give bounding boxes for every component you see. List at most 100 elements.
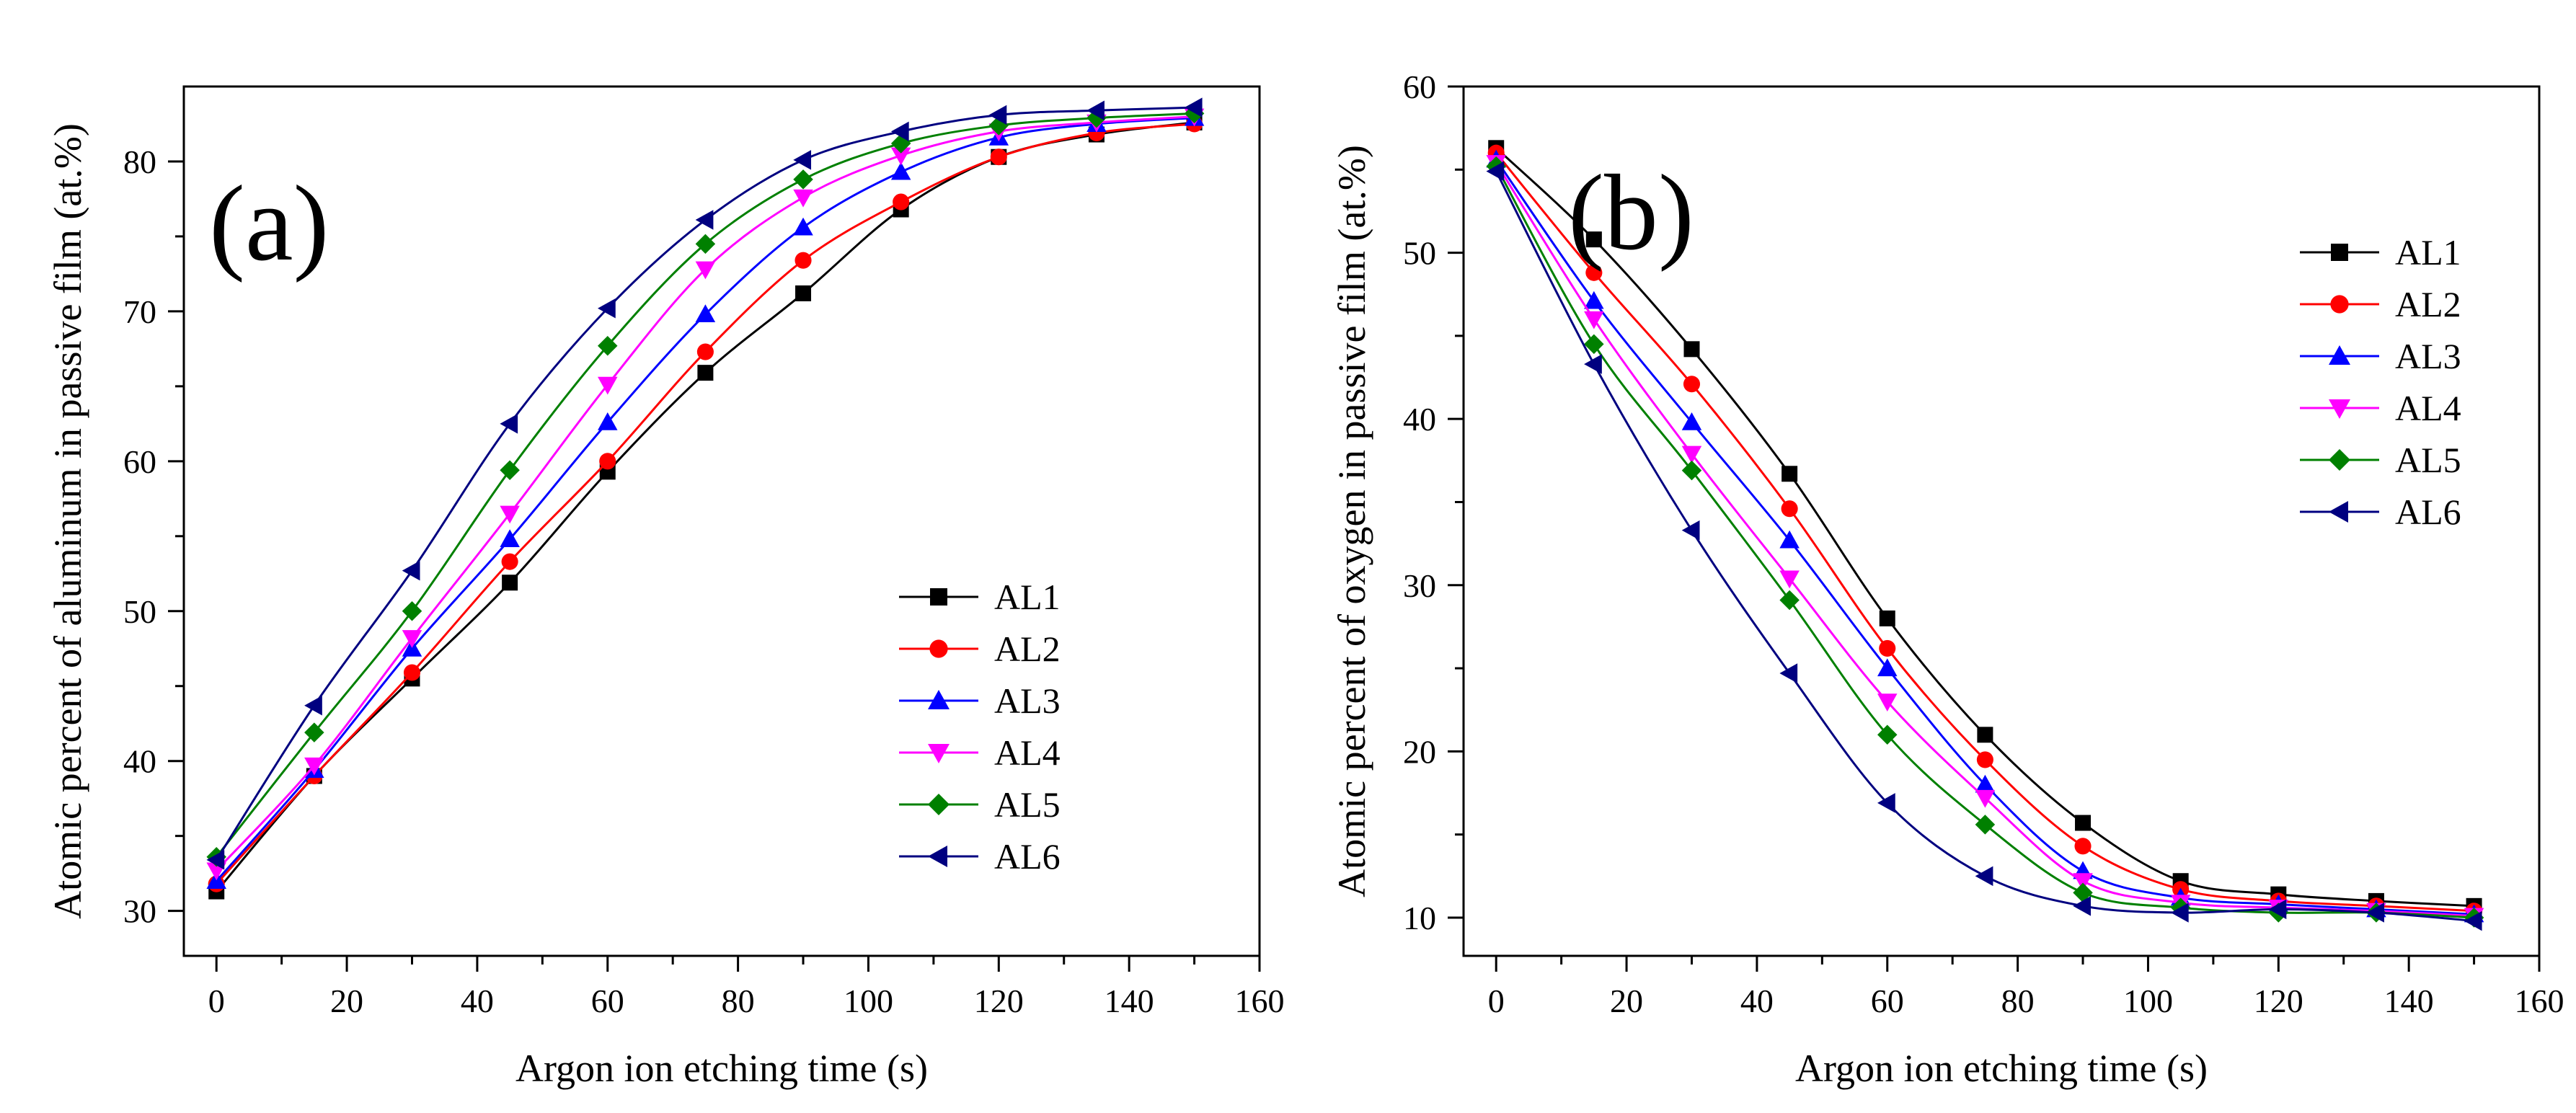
legend-label: AL5 — [994, 784, 1061, 825]
x-axis-ticks: 0 20 40 60 80 100 120 140 160 — [208, 956, 1285, 1019]
data-point — [793, 189, 813, 208]
legend-item-al6: AL6 — [2300, 492, 2461, 532]
legend-label: AL2 — [994, 629, 1061, 669]
y-tick-label: 60 — [1403, 68, 1436, 105]
data-point — [402, 601, 422, 621]
data-point — [890, 147, 911, 166]
y-tick-label: 30 — [123, 893, 156, 930]
legend-item-al3: AL3 — [899, 680, 1061, 721]
series-al2 — [208, 115, 1203, 892]
data-point — [1584, 354, 1602, 374]
data-point — [1584, 311, 1604, 329]
data-point — [793, 169, 813, 190]
data-point — [500, 414, 518, 434]
x-tick-label: 80 — [2001, 983, 2035, 1019]
data-point — [890, 121, 909, 142]
data-point — [695, 210, 714, 230]
data-point — [2170, 903, 2189, 923]
legend-label: AL6 — [2395, 492, 2461, 532]
legend-marker — [2329, 501, 2348, 523]
data-point — [793, 150, 812, 170]
x-tick-label: 140 — [2384, 983, 2434, 1019]
data-point — [1879, 639, 1896, 657]
legend-marker — [928, 846, 947, 867]
plot-frame — [182, 85, 1261, 957]
legend-label: AL5 — [2395, 440, 2461, 480]
data-point — [2074, 838, 2092, 855]
data-point — [1977, 727, 1993, 743]
data-point — [598, 412, 618, 430]
data-point — [1781, 500, 1798, 518]
chart-panel-b: 0 20 40 60 80 100 120 140 160 10 20 30 40 50 60 (b) A… — [1330, 68, 2564, 1090]
legend-marker — [2330, 295, 2349, 314]
legend-item-al2: AL2 — [899, 629, 1061, 669]
panel-label: (b) — [1568, 153, 1694, 272]
x-tick-label: 40 — [1740, 983, 1774, 1019]
x-axis-ticks: 0 20 40 60 80 100 120 140 160 — [1488, 956, 2564, 1019]
legend-item-al4: AL4 — [899, 732, 1061, 773]
data-point — [890, 161, 911, 180]
legend-item-al2: AL2 — [2300, 284, 2461, 324]
x-tick-label: 60 — [591, 983, 624, 1019]
data-point — [500, 529, 520, 547]
legend-label: AL1 — [2395, 232, 2461, 272]
data-point — [2366, 903, 2384, 923]
legend-label: AL1 — [994, 577, 1061, 617]
data-point — [1779, 590, 1800, 611]
data-point — [1584, 291, 1604, 309]
x-tick-label: 0 — [208, 983, 225, 1019]
legend-marker — [2329, 345, 2350, 365]
series-layer — [206, 97, 1205, 900]
legend-item-al6: AL6 — [899, 836, 1061, 877]
legend: AL1 AL2 AL3 AL4 AL5 AL6 — [899, 577, 1061, 877]
data-point — [1781, 466, 1798, 482]
legend-marker — [930, 588, 947, 606]
y-tick-label: 20 — [1403, 733, 1436, 770]
data-point — [990, 148, 1007, 166]
legend-marker — [928, 794, 950, 815]
y-tick-label: 60 — [123, 443, 156, 480]
x-tick-label: 40 — [461, 983, 494, 1019]
legend-label: AL4 — [2395, 388, 2461, 428]
series-al6 — [206, 97, 1203, 870]
data-point — [1879, 610, 1895, 626]
y-axis-title: Atomic percent of oxygen in passive film… — [1330, 145, 1373, 897]
x-tick-label: 100 — [2123, 983, 2173, 1019]
data-point — [1585, 264, 1603, 281]
data-point — [1975, 815, 1996, 835]
y-axis-ticks: 10 20 30 40 50 60 — [1403, 68, 1464, 936]
data-point — [1681, 445, 1702, 464]
y-tick-label: 50 — [1403, 235, 1436, 272]
data-point — [1975, 774, 1996, 793]
legend-marker — [928, 690, 950, 709]
data-point — [1486, 161, 1505, 182]
y-tick-label: 10 — [1403, 900, 1436, 936]
data-point — [1975, 866, 1993, 887]
x-tick-label: 20 — [330, 983, 363, 1019]
data-point — [304, 757, 324, 776]
legend: AL1 AL2 AL3 AL4 AL5 AL6 — [2300, 232, 2461, 532]
data-point — [1681, 460, 1702, 481]
legend-marker — [929, 639, 948, 658]
data-point — [795, 285, 812, 301]
data-point — [1975, 789, 1996, 808]
y-tick-label: 40 — [123, 743, 156, 780]
data-point — [695, 304, 716, 323]
legend-marker — [2329, 399, 2350, 419]
y-tick-label: 30 — [1403, 567, 1436, 604]
data-point — [1779, 663, 1798, 683]
chart-panel-a: 0 20 40 60 80 100 120 140 160 30 40 50 60 70 80 (a) A… — [46, 85, 1285, 1090]
data-point — [1584, 334, 1604, 355]
legend-item-al5: AL5 — [2300, 440, 2461, 480]
x-tick-label: 100 — [844, 983, 893, 1019]
data-point — [1976, 751, 1993, 768]
data-point — [599, 453, 616, 470]
legend-item-al3: AL3 — [2300, 336, 2461, 376]
y-tick-label: 40 — [1403, 401, 1436, 438]
data-point — [2073, 896, 2092, 916]
data-point — [1683, 341, 1700, 358]
legend-label: AL2 — [2395, 284, 2461, 324]
data-point — [1877, 658, 1898, 677]
data-point — [696, 343, 714, 360]
data-point — [403, 664, 421, 681]
